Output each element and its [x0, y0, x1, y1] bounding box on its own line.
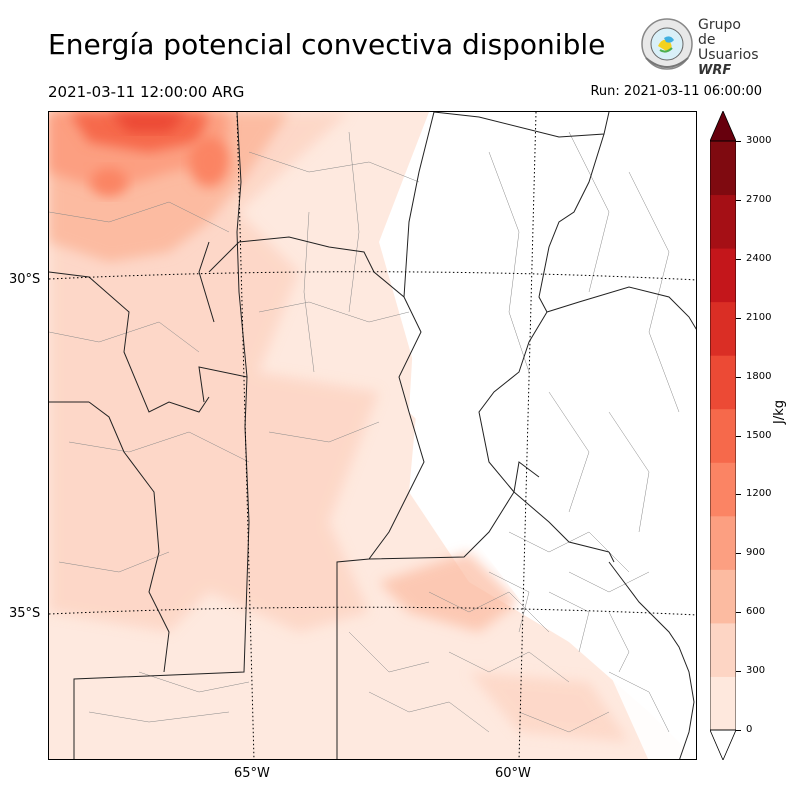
colorbar-tick-label: 3000: [746, 135, 772, 146]
chart-title: Energía potencial convectiva disponible: [48, 28, 606, 61]
colorbar-tick-mark: [736, 671, 741, 673]
colorbar-tick-mark: [736, 141, 741, 142]
colorbar-bin: [710, 141, 736, 196]
colorbar-extend-bottom: [710, 729, 736, 760]
colorbar-tick-label: 1500: [746, 429, 772, 441]
lat-label-35s: 35°S: [9, 606, 41, 621]
colorbar-extend-top: [710, 111, 736, 142]
province-boundaries: [49, 112, 696, 759]
colorbar-tick-label: 300: [746, 665, 766, 677]
colorbar-bin: [710, 194, 736, 249]
colorbar-tick-label: 600: [746, 606, 766, 618]
cape-shading: [49, 112, 696, 759]
colorbar-bin: [710, 301, 736, 356]
colorbar-tick-mark: [736, 553, 741, 555]
logo-line-1: Grupo de: [698, 17, 741, 48]
colorbar-tick-label: 2100: [746, 311, 772, 323]
colorbar-bin: [710, 622, 736, 677]
colorbar-unit: J/kg: [772, 400, 787, 424]
logo-line-2: Usuarios: [698, 47, 759, 63]
wrf-logo: Grupo de Usuarios WRF: [640, 16, 760, 78]
colorbar-tick-mark: [736, 612, 741, 614]
colorbar-tick-label: 2400: [746, 252, 772, 264]
colorbar-bin: [710, 248, 736, 303]
colorbar-bin: [710, 569, 736, 624]
colorbar-bin: [710, 408, 736, 463]
run-time: Run: 2021-03-11 06:00:00: [590, 84, 762, 99]
colorbar: [710, 111, 736, 760]
cape-map: [49, 112, 696, 759]
colorbar-tick-mark: [736, 435, 741, 437]
lat-label-30s: 30°S: [9, 272, 41, 287]
graticule: [49, 112, 696, 759]
colorbar-tick-label: 1800: [746, 370, 772, 382]
colorbar-bin: [710, 355, 736, 410]
colorbar-tick-mark: [736, 317, 741, 319]
colorbar-bin: [710, 462, 736, 517]
colorbar-tick-mark: [736, 494, 741, 496]
colorbar-tick-mark: [736, 376, 741, 378]
map-area: [48, 111, 697, 760]
colorbar-bin: [710, 676, 736, 731]
logo-line-3: WRF: [698, 63, 732, 78]
colorbar-tick-mark: [736, 258, 741, 260]
colorbar-tick-mark: [736, 730, 741, 731]
coastline: [608, 561, 695, 759]
colorbar-tick-label: 0: [746, 724, 753, 735]
globe-icon: [641, 18, 693, 70]
colorbar-tick-label: 2700: [746, 193, 772, 205]
valid-time: 2021-03-11 12:00:00 ARG: [48, 83, 245, 101]
colorbar-tick-label: 1200: [746, 488, 772, 500]
lon-label-65w: 65°W: [234, 766, 270, 781]
colorbar-tick-mark: [736, 199, 741, 201]
colorbar-bin: [710, 515, 736, 570]
lon-label-60w: 60°W: [495, 766, 531, 781]
colorbar-tick-label: 900: [746, 547, 766, 559]
